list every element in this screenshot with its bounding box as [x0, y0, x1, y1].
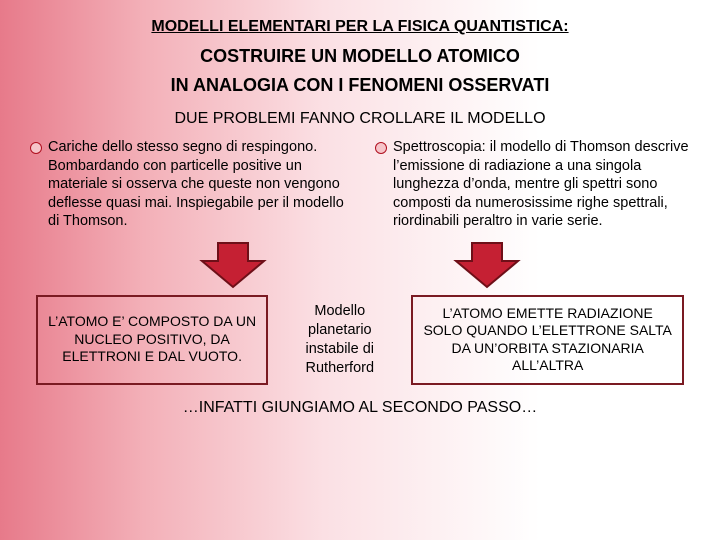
arrow-row — [26, 241, 694, 289]
conclusion-left-text: L’ATOMO E’ COMPOSTO DA UN NUCLEO POSITIV… — [46, 313, 258, 366]
conclusion-box-left: L’ATOMO E’ COMPOSTO DA UN NUCLEO POSITIV… — [36, 295, 268, 385]
bullet-right: Spettroscopia: il modello di Thomson des… — [375, 138, 690, 231]
footer-line: …INFATTI GIUNGIAMO AL SECONDO PASSO… — [26, 399, 694, 417]
title-block: MODELLI ELEMENTARI PER LA FISICA QUANTIS… — [26, 18, 694, 96]
subtitle: DUE PROBLEMI FANNO CROLLARE IL MODELLO — [26, 110, 694, 128]
slide: MODELLI ELEMENTARI PER LA FISICA QUANTIS… — [0, 0, 720, 540]
title-line-1: MODELLI ELEMENTARI PER LA FISICA QUANTIS… — [26, 18, 694, 36]
bullet-icon — [30, 142, 42, 154]
middle-caption-text: Modello planetario instabile di Rutherfo… — [284, 302, 395, 377]
title-line-3: IN ANALOGIA CON I FENOMENI OSSERVATI — [26, 75, 694, 96]
conclusion-box-right: L’ATOMO EMETTE RADIAZIONE SOLO QUANDO L’… — [411, 295, 684, 385]
down-arrow-icon — [452, 241, 522, 289]
title-line-2: COSTRUIRE UN MODELLO ATOMICO — [26, 46, 694, 67]
middle-caption: Modello planetario instabile di Rutherfo… — [282, 295, 397, 385]
bullet-right-text: Spettroscopia: il modello di Thomson des… — [393, 138, 690, 231]
bottom-row: L’ATOMO E’ COMPOSTO DA UN NUCLEO POSITIV… — [26, 295, 694, 385]
bullet-columns: Cariche dello stesso segno di respingono… — [26, 138, 694, 231]
down-arrow-icon — [198, 241, 268, 289]
bullet-left: Cariche dello stesso segno di respingono… — [30, 138, 345, 231]
bullet-left-text: Cariche dello stesso segno di respingono… — [48, 138, 345, 231]
conclusion-right-text: L’ATOMO EMETTE RADIAZIONE SOLO QUANDO L’… — [421, 305, 674, 375]
bullet-icon — [375, 142, 387, 154]
